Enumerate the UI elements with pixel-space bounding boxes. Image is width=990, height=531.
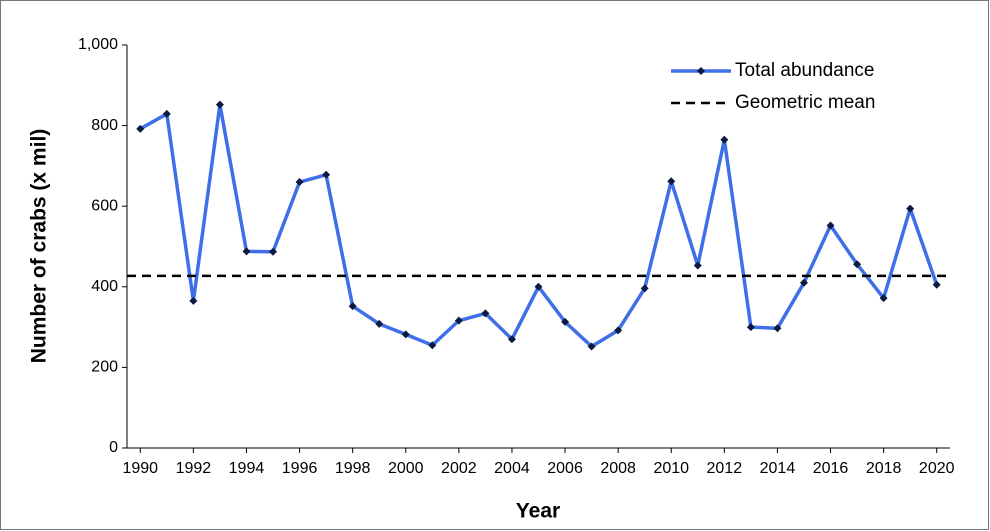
point [773,324,782,333]
x-tick-label: 2014 [760,460,796,477]
point [401,330,410,339]
x-tick-label: 2012 [707,460,743,477]
point [162,109,171,118]
point [136,124,145,133]
point [348,302,357,311]
y-tick-label: 0 [109,439,118,456]
point [720,135,729,144]
point [215,100,224,109]
x-tick-label: 2018 [866,460,902,477]
point [534,282,543,291]
point [428,341,437,350]
point [295,178,304,187]
point [375,319,384,328]
point [640,284,649,293]
x-tick-label: 2002 [441,460,477,477]
point [693,261,702,270]
point [746,323,755,332]
point [614,326,623,335]
x-tick-label: 1996 [282,460,318,477]
y-axis-title: Number of crabs (x mil) [28,129,51,364]
x-axis-title: Year [516,500,560,523]
point [799,278,808,287]
legend-marker [697,67,705,75]
point [322,170,331,179]
point [826,221,835,230]
point [561,317,570,326]
point [932,280,941,289]
point [454,316,463,325]
x-tick-label: 1994 [229,460,265,477]
point [481,309,490,318]
legend-label: Geometric mean [735,92,875,113]
point [853,260,862,269]
x-tick-label: 2008 [600,460,636,477]
x-tick-label: 2016 [813,460,849,477]
x-tick-label: 2010 [653,460,689,477]
x-tick-label: 1998 [335,460,371,477]
y-tick-label: 800 [91,117,118,134]
x-tick-label: 1990 [122,460,158,477]
point [269,247,278,256]
x-tick-label: 2020 [919,460,955,477]
y-tick-label: 400 [91,278,118,295]
y-tick-label: 200 [91,359,118,376]
point [587,342,596,351]
point [242,247,251,256]
x-tick-label: 2006 [547,460,583,477]
point [906,204,915,213]
point [879,294,888,303]
point [189,296,198,305]
point [507,335,516,344]
point [667,177,676,186]
x-tick-label: 1992 [176,460,212,477]
x-tick-label: 2004 [494,460,530,477]
x-tick-label: 2000 [388,460,424,477]
y-tick-label: 600 [91,197,118,214]
legend-label: Total abundance [735,60,874,81]
y-tick-label: 1,000 [78,36,118,53]
